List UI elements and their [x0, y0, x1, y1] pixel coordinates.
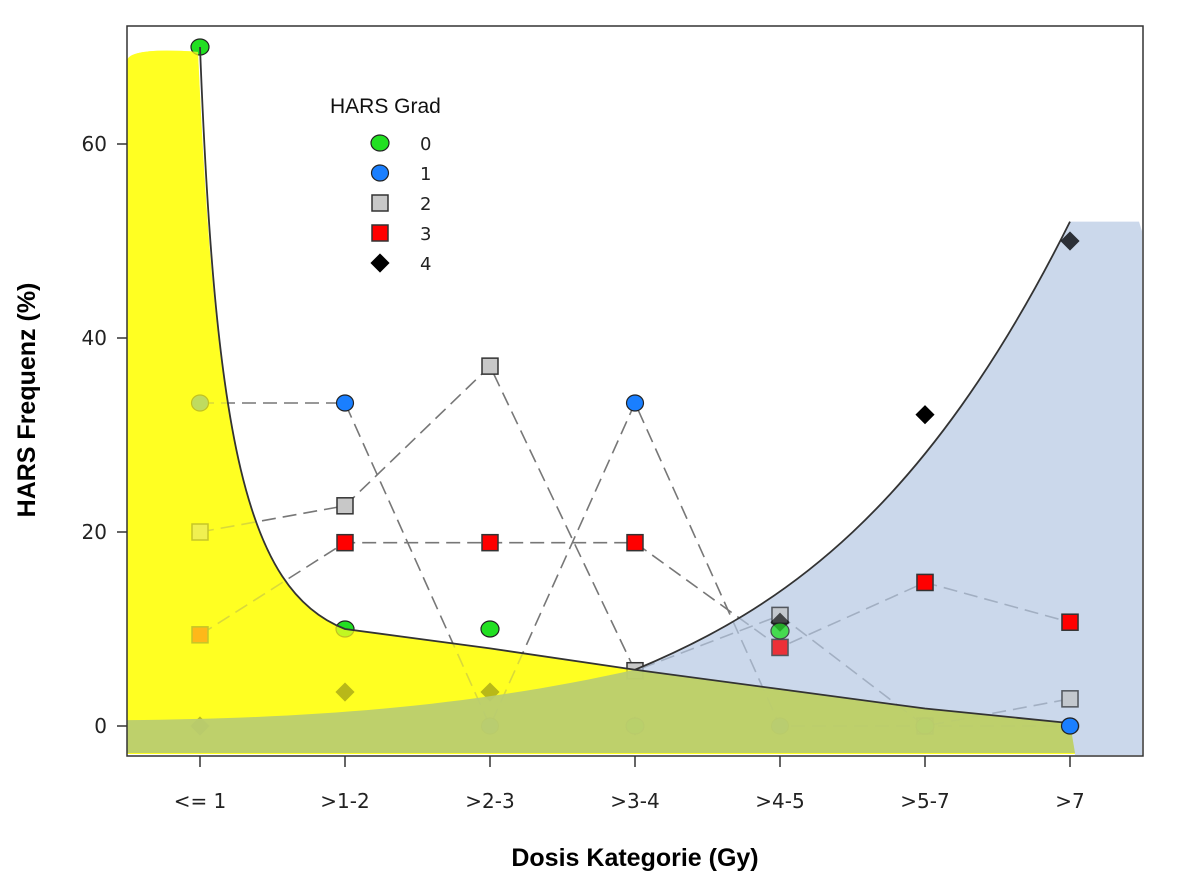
- legend-marker-grade-0: [370, 134, 390, 152]
- x-tick-label: >2-3: [465, 789, 514, 813]
- legend-label: 1: [420, 164, 431, 185]
- low-dose-overlay: [127, 50, 1075, 754]
- x-axis-title: Dosis Kategorie (Gy): [511, 844, 758, 872]
- legend-label: 3: [420, 224, 431, 245]
- point-grade-1-3: [625, 394, 645, 412]
- x-tick-label: >1-2: [320, 789, 369, 813]
- point-grade-2-2: [481, 357, 499, 375]
- point-grade-1-6-visible: [1060, 717, 1080, 735]
- legend-marker-grade-2: [371, 194, 389, 212]
- legend-marker-grade-3: [371, 224, 389, 242]
- x-tick-label: >3-4: [610, 789, 659, 813]
- legend: HARS Grad 0 1 2 3 4: [330, 95, 441, 275]
- point-grade-3-1: [336, 533, 354, 552]
- point-grade-0-4-visible: [770, 622, 790, 640]
- point-grade-3-4-visible: [771, 638, 789, 657]
- legend-marker-grade-1: [370, 164, 390, 182]
- point-grade-2-1: [336, 497, 354, 515]
- x-tick-label: >4-5: [755, 789, 804, 813]
- point-grade-4-6-visible: [1060, 231, 1080, 251]
- point-grade-3-6-visible: [1061, 613, 1079, 631]
- x-axis: <= 1 >1-2 >2-3 >3-4 >4-5 >5-7 >7: [174, 756, 1085, 813]
- overlap-region: [127, 669, 1075, 753]
- region-overlay: [127, 46, 1142, 756]
- point-grade-4-5: [915, 405, 935, 425]
- y-tick-label: 20: [82, 520, 107, 544]
- x-tick-label: <= 1: [174, 789, 227, 813]
- legend-label: 4: [420, 254, 431, 275]
- x-tick-label: >5-7: [900, 789, 949, 813]
- y-tick-label: 0: [94, 714, 107, 738]
- point-grade-0-2: [480, 620, 500, 638]
- point-grade-3-5-visible: [916, 573, 934, 592]
- high-dose-boundary-line: [634, 221, 1071, 671]
- point-grade-2-6-visible: [1061, 690, 1079, 708]
- y-tick-label: 40: [82, 326, 107, 350]
- legend-marker-grade-4: [370, 253, 390, 273]
- x-tick-label: >7: [1055, 789, 1084, 813]
- y-axis-title: HARS Frequenz (%): [13, 283, 41, 518]
- y-tick-label: 60: [82, 132, 107, 156]
- legend-label: 2: [420, 194, 431, 215]
- legend-label: 0: [420, 134, 431, 155]
- high-dose-region: [635, 221, 1142, 756]
- point-grade-3-3: [626, 533, 644, 552]
- legend-title: HARS Grad: [330, 95, 441, 118]
- point-grade-3-2: [481, 533, 499, 552]
- y-axis: 0 20 40 60: [82, 132, 127, 738]
- point-grade-1-1: [335, 394, 355, 412]
- low-dose-boundary-line: [199, 46, 1071, 724]
